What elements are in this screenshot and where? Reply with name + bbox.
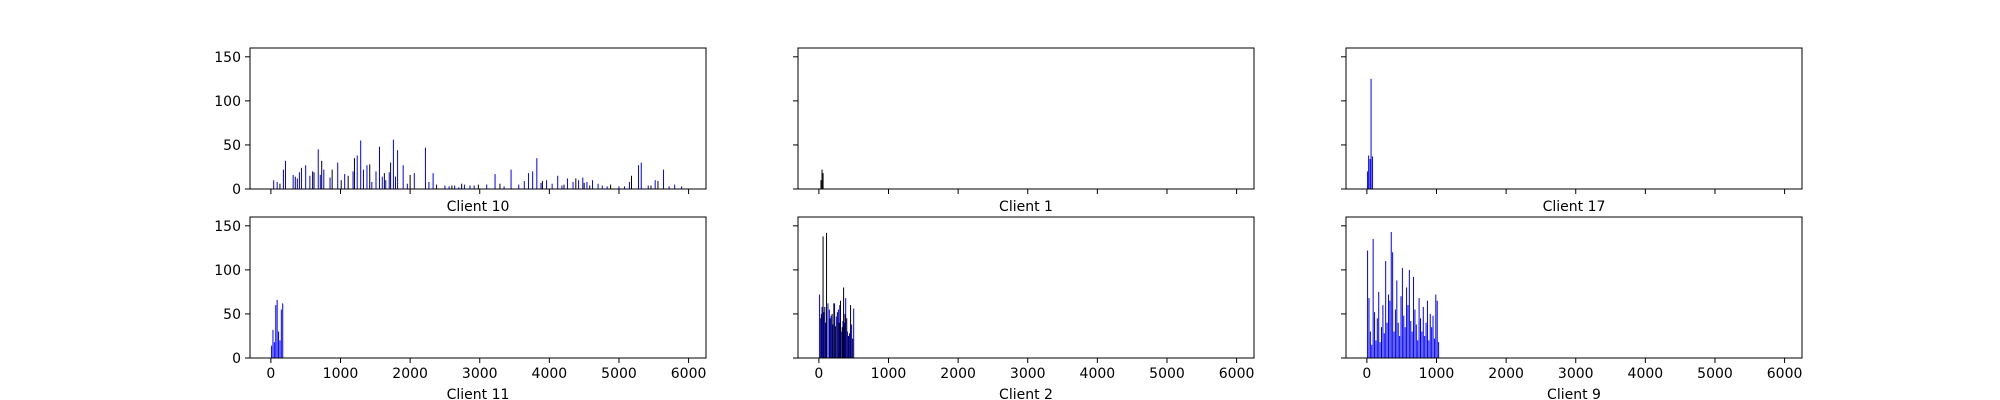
- x-tick-label: 1000: [1419, 366, 1455, 382]
- plot-frame: [249, 47, 707, 190]
- subplot-title: Client 1: [999, 199, 1053, 215]
- x-tick-label: 5000: [1149, 366, 1185, 382]
- x-tick-label: 3000: [1010, 366, 1046, 382]
- x-tick-label: 0: [814, 366, 823, 382]
- y-tick-label: 0: [232, 182, 241, 198]
- x-tick-label: 3000: [1558, 366, 1594, 382]
- subplot-2: Client 17: [1341, 47, 1803, 215]
- subplot-0: 0 50 100 150 Client 10: [214, 47, 707, 215]
- plot-frame: [1345, 216, 1803, 359]
- subplot-5: 0 1000 2000 3000 4000 5000 6000 Client 9: [1341, 216, 1803, 400]
- subplot-title: Client 9: [1547, 387, 1601, 400]
- subplot-title: Client 10: [447, 199, 510, 215]
- y-tick-label: 150: [214, 219, 241, 235]
- x-tick-label: 4000: [532, 366, 568, 382]
- x-tick-label: 0: [1362, 366, 1371, 382]
- x-tick-label: 6000: [671, 366, 707, 382]
- x-tick-label: 5000: [1697, 366, 1733, 382]
- y-tick-label: 100: [214, 263, 241, 279]
- y-tick-label: 50: [223, 138, 241, 154]
- plot-frame: [797, 47, 1255, 190]
- x-tick-label: 4000: [1080, 366, 1116, 382]
- x-tick-label: 1000: [323, 366, 359, 382]
- plot-frame: [1345, 47, 1803, 190]
- x-tick-label: 2000: [940, 366, 976, 382]
- plot-frame: [249, 216, 707, 359]
- subplot-title: Client 2: [999, 387, 1053, 400]
- y-tick-label: 50: [223, 307, 241, 323]
- plot-frame: [797, 216, 1255, 359]
- x-tick-label: 5000: [601, 366, 637, 382]
- y-tick-label: 100: [214, 94, 241, 110]
- subplot-4: 0 1000 2000 3000 4000 5000 6000 Client 2: [793, 216, 1255, 400]
- subplot-1: Client 1: [793, 47, 1255, 215]
- x-tick-label: 2000: [392, 366, 428, 382]
- subplot-3: 0 50 100 150 0 1000 2000 3000 4000 5000 6000 Client…: [214, 216, 707, 400]
- x-tick-label: 6000: [1219, 366, 1255, 382]
- subplot-title: Client 11: [447, 387, 510, 400]
- x-tick-label: 6000: [1767, 366, 1803, 382]
- x-tick-label: 4000: [1628, 366, 1664, 382]
- x-tick-label: 0: [266, 366, 275, 382]
- subplot-title: Client 17: [1543, 199, 1606, 215]
- x-tick-label: 2000: [1488, 366, 1524, 382]
- y-tick-label: 150: [214, 50, 241, 66]
- y-tick-label: 0: [232, 351, 241, 367]
- x-tick-label: 1000: [871, 366, 907, 382]
- x-tick-label: 3000: [462, 366, 498, 382]
